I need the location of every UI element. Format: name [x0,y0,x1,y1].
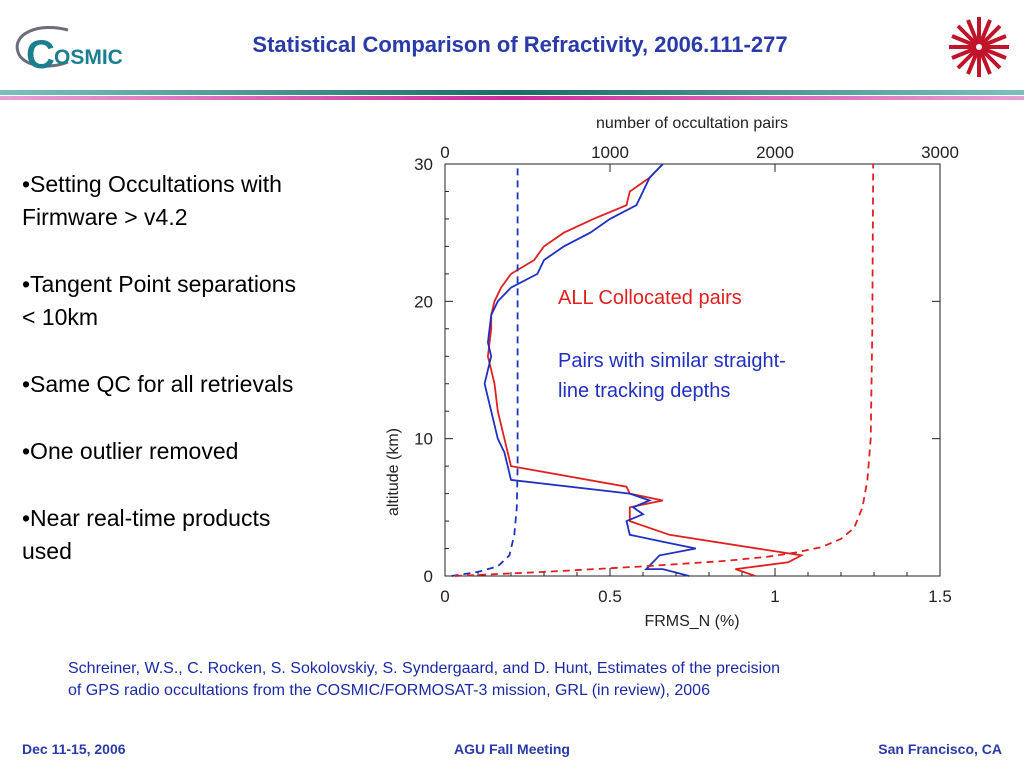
refractivity-chart: 0 0.5 1 1.5 0 1000 2000 3000 0 10 20 30 number of o… [385,115,959,630]
y-tick-label: 30 [414,155,433,174]
bullet-list: •Setting Occultations with Firmware > v4… [22,168,312,602]
x-axis-label: FRMS_N (%) [644,613,739,630]
logo-letter: C [26,33,55,77]
x-tick-label: 1 [770,587,779,606]
x-tick-label: 1.5 [928,587,952,606]
cosmic-logo: C OSMIC [15,25,123,77]
x-tick-label: 0.5 [598,587,622,606]
top-x-tick-label: 2000 [756,143,794,162]
series-line-blue-solid [483,163,696,577]
x-tick-label: 0 [440,587,449,606]
series-layer [451,163,875,577]
series-line-red-dashed [454,163,875,577]
footer-date: Dec 11-15, 2006 [22,741,126,757]
top-x-tick-label: 1000 [591,143,629,162]
series-line-blue-dashed [451,164,519,577]
top-x-tick-label: 3000 [921,143,959,162]
bullet-item: •Setting Occultations with Firmware > v4… [22,171,282,230]
citation: Schreiner, W.S., C. Rocken, S. Sokolovsk… [68,658,968,702]
plot-frame [444,163,941,577]
y-tick-label: 10 [414,430,433,449]
series-line-red-solid [486,163,805,577]
footer: Dec 11-15, 2006 AGU Fall Meeting San Fra… [0,738,1024,760]
top-x-axis-label: number of occultation pairs [596,115,788,132]
bullet-item: •Near real-time products used [22,505,271,564]
bullet-item: •Same QC for all retrievals [22,371,294,397]
footer-location: San Francisco, CA [878,741,1002,757]
y-tick-label: 20 [414,292,433,311]
bullet-item: •Tangent Point separations < 10km [22,271,297,330]
annotation-blue-line1: Pairs with similar straight- [558,350,786,372]
plot-border [444,163,941,577]
page-title: Statistical Comparison of Refractivity, … [252,32,788,57]
annotation-red: ALL Collocated pairs [558,287,742,309]
header-divider [0,90,1024,100]
star-emblem-icon [949,17,1009,77]
logo-text: OSMIC [54,46,123,69]
annotation-blue-line2: line tracking depths [558,380,730,402]
y-axis-label: altitude (km) [385,428,402,516]
bullet-item: •One outlier removed [22,438,239,464]
y-tick-label: 0 [424,567,433,586]
top-x-tick-label: 0 [440,143,449,162]
footer-event: AGU Fall Meeting [454,741,570,757]
citation-line: Schreiner, W.S., C. Rocken, S. Sokolovsk… [68,660,781,677]
citation-line: of GPS radio occultations from the COSMI… [68,682,710,699]
tick-layer: 0 0.5 1 1.5 0 1000 2000 3000 0 10 20 30 [414,143,959,606]
